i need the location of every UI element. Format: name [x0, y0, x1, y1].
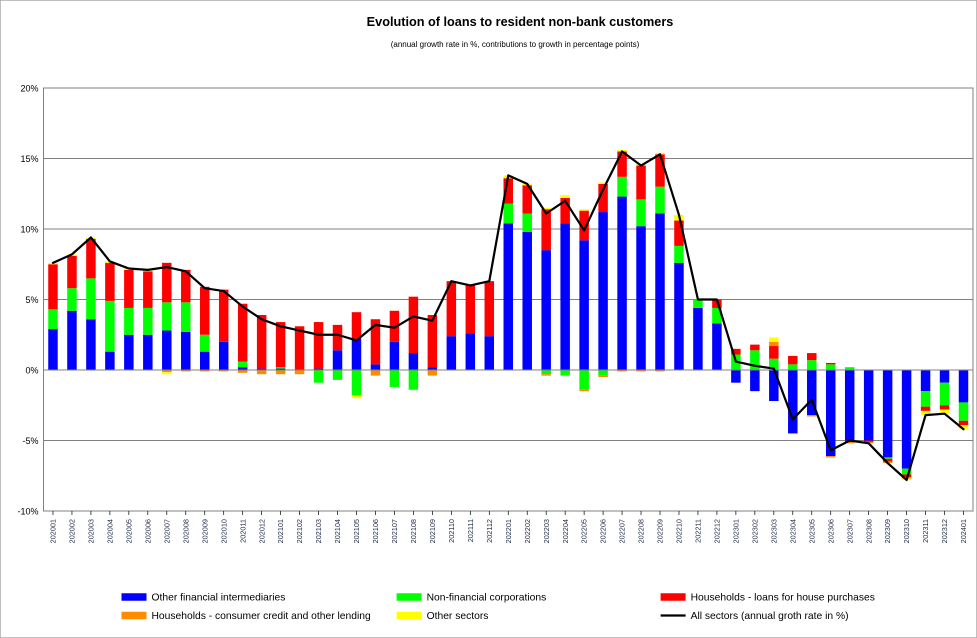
svg-text:Households - consumer credit a: Households - consumer credit and other l… [152, 611, 371, 622]
svg-text:0%: 0% [25, 366, 38, 376]
svg-text:202103: 202103 [314, 519, 323, 543]
svg-text:202006: 202006 [143, 519, 152, 543]
svg-text:-10%: -10% [17, 507, 38, 517]
svg-text:202308: 202308 [864, 519, 873, 543]
svg-text:202210: 202210 [675, 519, 684, 543]
svg-text:202003: 202003 [87, 519, 96, 543]
svg-text:202007: 202007 [162, 519, 171, 543]
svg-text:202011: 202011 [238, 519, 247, 543]
svg-text:202304: 202304 [788, 519, 797, 543]
svg-text:202212: 202212 [713, 519, 722, 543]
svg-text:202302: 202302 [750, 519, 759, 543]
svg-text:202005: 202005 [124, 519, 133, 543]
svg-text:202306: 202306 [826, 519, 835, 543]
svg-text:202105: 202105 [352, 519, 361, 543]
svg-text:202101: 202101 [276, 519, 285, 543]
svg-text:Other sectors: Other sectors [427, 611, 489, 622]
svg-text:202104: 202104 [333, 519, 342, 543]
svg-text:202111: 202111 [466, 519, 475, 542]
svg-text:202107: 202107 [390, 519, 399, 543]
svg-text:202301: 202301 [731, 519, 740, 543]
svg-text:202112: 202112 [485, 519, 494, 543]
svg-text:202008: 202008 [181, 519, 190, 543]
svg-text:202205: 202205 [580, 519, 589, 543]
svg-text:202309: 202309 [883, 519, 892, 543]
svg-text:202207: 202207 [618, 519, 627, 543]
svg-text:All sectors (annual groth rate: All sectors (annual groth rate in %) [691, 611, 849, 622]
svg-text:202211: 202211 [694, 519, 703, 543]
svg-text:202009: 202009 [200, 519, 209, 543]
svg-text:202307: 202307 [845, 519, 854, 543]
svg-text:202206: 202206 [599, 519, 608, 543]
svg-text:Evolution of loans to resident: Evolution of loans to resident non-bank … [367, 15, 674, 29]
svg-text:202203: 202203 [542, 519, 551, 543]
svg-text:202204: 202204 [561, 519, 570, 543]
svg-text:5%: 5% [25, 295, 38, 305]
svg-text:202312: 202312 [940, 519, 949, 543]
svg-text:202202: 202202 [523, 519, 532, 543]
svg-text:202109: 202109 [428, 519, 437, 543]
svg-text:202208: 202208 [637, 519, 646, 543]
svg-text:202108: 202108 [409, 519, 418, 543]
svg-text:Other financial intermediaries: Other financial intermediaries [152, 592, 286, 603]
svg-text:202311: 202311 [921, 519, 930, 543]
svg-text:202002: 202002 [68, 519, 77, 543]
svg-text:202310: 202310 [902, 519, 911, 543]
svg-text:202401: 202401 [959, 519, 968, 543]
svg-text:202110: 202110 [447, 519, 456, 543]
svg-text:202004: 202004 [105, 519, 114, 543]
svg-text:-5%: -5% [22, 436, 38, 446]
svg-text:Households - loans for house p: Households - loans for house purchases [691, 592, 875, 603]
svg-text:202201: 202201 [504, 519, 513, 543]
svg-text:202001: 202001 [49, 519, 58, 543]
svg-text:(annual growth rate in %, cont: (annual growth rate in %, contributions … [391, 40, 640, 49]
svg-text:202209: 202209 [656, 519, 665, 543]
svg-text:202305: 202305 [807, 519, 816, 543]
svg-text:202010: 202010 [219, 519, 228, 543]
svg-text:202012: 202012 [257, 519, 266, 543]
svg-text:10%: 10% [20, 225, 38, 235]
svg-text:15%: 15% [20, 154, 38, 164]
svg-text:202303: 202303 [769, 519, 778, 543]
svg-text:202102: 202102 [295, 519, 304, 543]
svg-text:Non-financial corporations: Non-financial corporations [427, 592, 547, 603]
svg-text:20%: 20% [20, 84, 38, 94]
svg-text:202106: 202106 [371, 519, 380, 543]
